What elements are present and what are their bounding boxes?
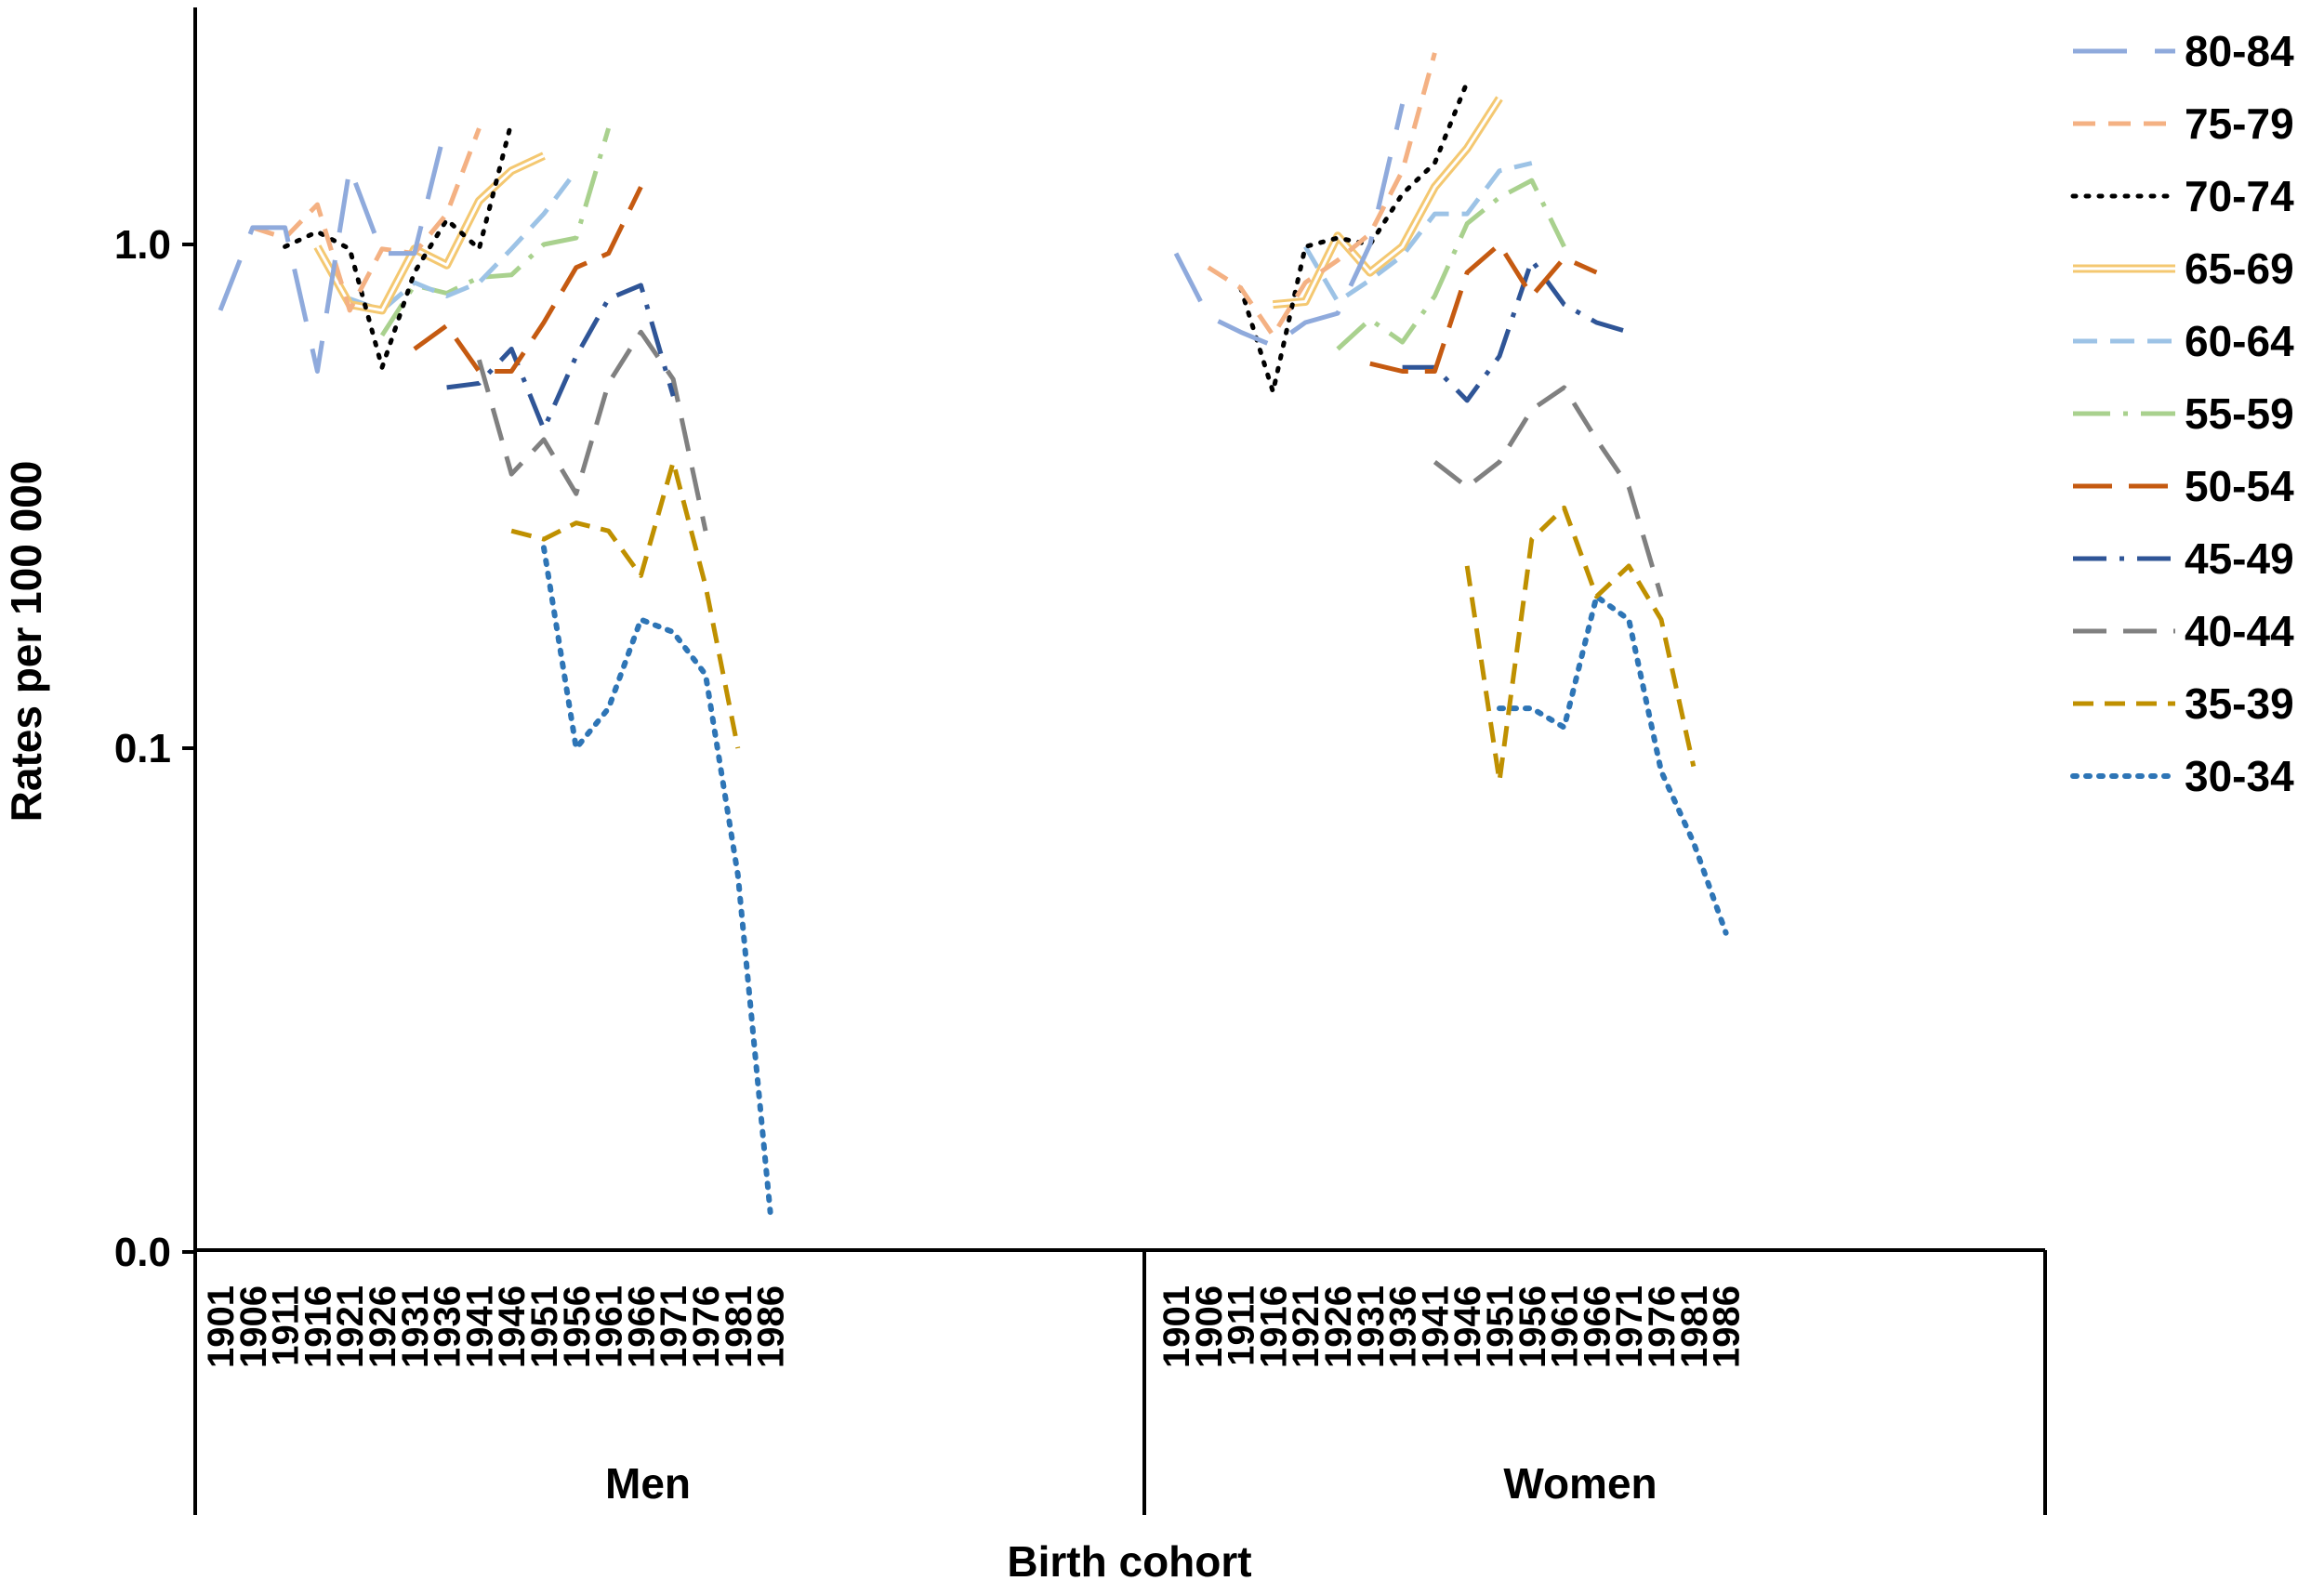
y-tick-label: 0.0 — [114, 1230, 171, 1275]
series-line-80-84-women — [1173, 103, 1406, 349]
series-line-45-49-men — [446, 283, 676, 432]
legend-label: 40-44 — [2185, 607, 2294, 655]
series-line-80-84-men — [218, 121, 450, 374]
x-tick-label: 1906 — [1189, 1285, 1230, 1368]
legend-label: 30-34 — [2185, 752, 2294, 800]
x-tick-label: 1921 — [1286, 1285, 1327, 1368]
legend-item-60-64: 60-64 — [2073, 317, 2294, 365]
legend-item-65-69: 65-69 — [2073, 244, 2294, 293]
series-line-inner-65-69-men — [316, 154, 545, 312]
legend-item-75-79: 75-79 — [2073, 99, 2294, 148]
legend-label: 80-84 — [2185, 27, 2294, 75]
x-tick-label: 1976 — [686, 1285, 727, 1368]
legend-label: 55-59 — [2185, 389, 2294, 438]
x-tick-label: 1951 — [524, 1285, 565, 1368]
x-tick-label: 1906 — [233, 1285, 274, 1368]
x-tick-label: 1936 — [1383, 1285, 1424, 1368]
legend-label: 50-54 — [2185, 462, 2294, 510]
y-tick-label: 0.1 — [114, 726, 171, 771]
x-tick-label: 1941 — [1415, 1285, 1456, 1368]
x-tick-label: 1901 — [201, 1285, 242, 1368]
x-tick-label: 1956 — [557, 1285, 598, 1368]
series-line-60-64-women — [1303, 161, 1533, 304]
series-line-50-54-men — [413, 186, 643, 374]
group-label-women: Women — [1503, 1459, 1657, 1508]
x-axis-title: Birth cohort — [1007, 1537, 1251, 1586]
series-line-75-79-women — [1207, 52, 1437, 338]
x-tick-label: 1946 — [1447, 1285, 1488, 1368]
legend-item-40-44: 40-44 — [2073, 607, 2294, 655]
x-tick-label: 1931 — [395, 1285, 436, 1368]
legend-item-50-54: 50-54 — [2073, 462, 2294, 510]
legend-label: 60-64 — [2185, 317, 2294, 365]
x-tick-label: 1956 — [1512, 1285, 1553, 1368]
x-tick-label: 1901 — [1156, 1285, 1197, 1368]
x-tick-label: 1971 — [1609, 1285, 1650, 1368]
series-line-55-59-women — [1336, 178, 1566, 351]
x-tick-label: 1961 — [589, 1285, 630, 1368]
x-tick-label: 1966 — [1577, 1285, 1618, 1368]
series-line-30-34-women — [1497, 593, 1729, 936]
x-tick-label: 1981 — [1674, 1285, 1715, 1368]
x-tick-label: 1936 — [428, 1285, 469, 1368]
x-tick-label: 1981 — [719, 1285, 759, 1368]
series-line-70-74-men — [283, 119, 514, 370]
series-line-30-34-men — [541, 545, 773, 1216]
series-lines — [218, 52, 1729, 1216]
series-line-35-39-men — [510, 459, 741, 749]
legend-label: 35-39 — [2185, 679, 2294, 728]
series-line-70-74-women — [1238, 79, 1470, 394]
group-label-men: Men — [605, 1459, 691, 1508]
series-line-75-79-men — [252, 127, 482, 313]
y-axis-title: Rates per 100 000 — [2, 461, 50, 823]
legend-item-80-84: 80-84 — [2073, 27, 2294, 75]
group-labels: Men Women — [605, 1459, 1657, 1508]
x-tick-label: 1931 — [1351, 1285, 1392, 1368]
legend-item-30-34: 30-34 — [2070, 752, 2294, 800]
x-tick-label: 1971 — [654, 1285, 694, 1368]
x-tick-label: 1921 — [330, 1285, 371, 1368]
legend: 80-84 75-79 70-74 65-69 60-64 55-59 50-54 45-49… — [2070, 27, 2294, 800]
series-line-45-49-women — [1402, 257, 1630, 403]
x-axis-ticks: 1901190619111916192119261931193619411946… — [201, 1285, 1748, 1368]
x-tick-label: 1986 — [751, 1285, 792, 1368]
x-tick-label: 1986 — [1707, 1285, 1748, 1368]
legend-item-70-74: 70-74 — [2070, 172, 2294, 220]
series-line-35-39-women — [1464, 505, 1697, 784]
series-line-55-59-men — [379, 127, 611, 337]
legend-item-55-59: 55-59 — [2073, 389, 2294, 438]
x-tick-label: 1946 — [492, 1285, 533, 1368]
legend-label: 70-74 — [2185, 172, 2294, 220]
x-tick-label: 1961 — [1545, 1285, 1586, 1368]
y-tick-label: 1.0 — [114, 222, 171, 268]
x-tick-label: 1976 — [1642, 1285, 1683, 1368]
x-tick-label: 1966 — [621, 1285, 662, 1368]
x-tick-label: 1911 — [1221, 1285, 1262, 1366]
series-line-40-44-women — [1433, 385, 1664, 598]
series-line-inner-65-69-women — [1273, 97, 1501, 307]
x-tick-label: 1926 — [1318, 1285, 1359, 1368]
x-tick-label: 1911 — [266, 1285, 307, 1366]
x-tick-label: 1916 — [297, 1285, 338, 1368]
legend-label: 75-79 — [2185, 99, 2294, 148]
y-axis-ticks: 1.0 0.1 0.0 — [114, 222, 195, 1275]
x-tick-label: 1916 — [1253, 1285, 1294, 1368]
series-line-50-54-women — [1369, 242, 1598, 374]
legend-label: 45-49 — [2185, 534, 2294, 583]
x-tick-label: 1951 — [1480, 1285, 1521, 1368]
legend-item-35-39: 35-39 — [2073, 679, 2294, 728]
legend-item-45-49: 45-49 — [2073, 534, 2294, 583]
x-tick-label: 1941 — [459, 1285, 500, 1368]
series-line-40-44-men — [476, 329, 708, 532]
legend-label: 65-69 — [2185, 244, 2294, 293]
axes — [193, 7, 2047, 1515]
x-tick-label: 1926 — [363, 1285, 403, 1368]
